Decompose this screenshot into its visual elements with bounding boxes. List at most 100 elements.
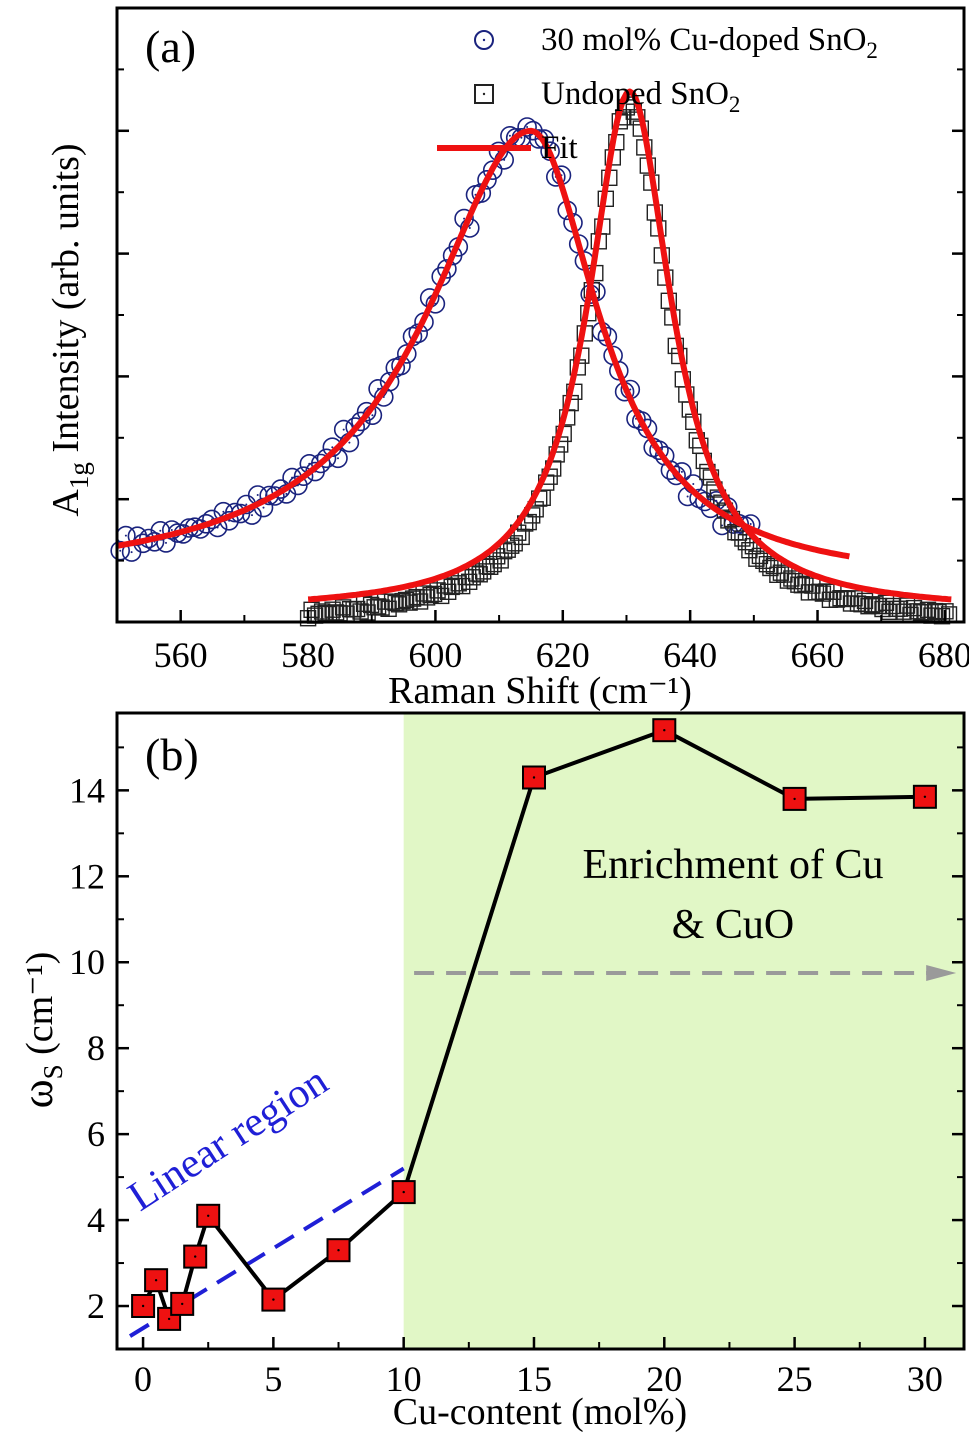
cu-doped-data-dot	[434, 302, 437, 305]
omega-s-data-dot	[167, 1317, 171, 1321]
panel-a-x-tick-label: 560	[154, 635, 208, 675]
panel-b-y-tick-label: 6	[87, 1114, 105, 1154]
panel-b-y-tick-label: 14	[69, 770, 105, 810]
panel-b-data-layer	[128, 718, 957, 1338]
panel-a-x-axis-label: Raman Shift (cm⁻¹)	[388, 670, 692, 712]
panel-a-x-tick-label: 680	[918, 635, 969, 675]
undoped-fit-line	[307, 88, 952, 603]
cu-doped-data-dot	[216, 526, 219, 529]
panel-b-x-tick-label: 10	[386, 1359, 422, 1399]
omega-s-data-dot	[793, 797, 796, 801]
panel-a-legend: 30 mol% Cu-doped SnO2 Undoped SnO2 Fit	[437, 22, 878, 166]
panel-b-y-tick-label: 4	[87, 1200, 105, 1240]
cu-doped-data-point	[517, 117, 537, 137]
cu-doped-data-point	[356, 401, 377, 422]
cu-doped-data-dot	[749, 523, 752, 525]
panel-b-y-tick-label: 8	[87, 1028, 105, 1068]
cu-doped-data-dot	[686, 495, 689, 498]
cu-doped-data-point	[437, 259, 457, 279]
cu-doped-data-dot	[629, 388, 632, 391]
cu-doped-data-dot	[342, 428, 345, 431]
cu-doped-data-dot	[337, 457, 339, 460]
panel-a-x-tick-label: 620	[536, 635, 590, 675]
panel-b-y-tick-label: 2	[87, 1286, 105, 1326]
cu-doped-data-dot	[503, 158, 506, 161]
threshold-arrow-head	[926, 964, 957, 981]
panel-a-x-tick-label: 580	[281, 635, 335, 675]
cu-doped-data-dot	[371, 414, 374, 417]
cu-doped-data-dot	[262, 506, 265, 509]
cu-doped-data-dot	[715, 499, 718, 502]
panel-a-x-tick-label: 640	[663, 635, 717, 675]
panel-b-y-tick-label: 12	[69, 856, 105, 896]
cu-doped-data-point	[265, 486, 285, 506]
panel-b-ticks: 0 5 10 15 20 25 30 2 4 6 8 10 12 14	[69, 746, 964, 1399]
cu-doped-data-dot	[348, 441, 351, 444]
cu-doped-data-point	[477, 170, 497, 190]
omega-s-data-dot	[181, 1302, 184, 1306]
omega-s-data-dot	[154, 1279, 158, 1282]
legend-circle-dot	[482, 38, 486, 42]
cu-doped-data-dot	[256, 494, 259, 496]
cu-doped-data-point	[316, 448, 337, 469]
cu-doped-data-point	[482, 160, 503, 180]
panel-b-x-tick-label: 0	[134, 1359, 152, 1399]
panel-a-y-axis-label: A1g Intensity (arb. units)	[45, 143, 94, 516]
cu-doped-data-point	[379, 371, 400, 392]
legend-square-dot	[482, 92, 486, 96]
cu-doped-data-dot	[463, 217, 466, 220]
cu-doped-data-dot	[245, 503, 248, 506]
omega-s-data-dot	[337, 1249, 340, 1252]
panel-b-frame	[115, 711, 966, 1351]
cu-doped-data-dot	[130, 551, 133, 554]
omega-s-data-dot	[402, 1190, 405, 1194]
panel-b: 0 5 10 15 20 25 30 2 4 6 8 10 12 14 (b) Enrichment of…	[13, 711, 966, 1433]
legend-circle-marker	[474, 30, 494, 50]
panel-b-x-axis-label: Cu-content (mol%)	[393, 1391, 687, 1433]
panel-a-x-tick-label: 600	[408, 635, 462, 675]
cu-doped-data-point	[528, 129, 549, 149]
panel-a: 560 580 600 620 640 660 680 (a) 30 mol% Cu-dop…	[45, 6, 969, 712]
omega-s-data-dot	[194, 1255, 197, 1258]
omega-s-data-dot	[272, 1298, 275, 1301]
cu-doped-data-dot	[331, 446, 334, 449]
legend-label-fit: Fit	[541, 130, 578, 166]
cu-doped-data-point	[345, 417, 366, 437]
cu-doped-data-point	[666, 465, 686, 486]
legend-square-marker	[474, 84, 494, 104]
panel-a-x-tick-label: 660	[791, 635, 845, 675]
cu-doped-data-point	[127, 526, 148, 547]
linear-region-annotation: Linear region	[120, 1058, 336, 1220]
cu-doped-data-dot	[222, 510, 225, 513]
cu-doped-fit-line	[116, 127, 850, 560]
legend-label-cu-doped: 30 mol% Cu-doped SnO2	[541, 22, 878, 63]
legend-entry-fit: Fit	[437, 130, 578, 166]
panel-a-data-layer	[110, 88, 958, 627]
panel-a-label: (a)	[145, 21, 196, 72]
omega-s-data-dot	[207, 1214, 210, 1218]
cu-doped-data-point	[631, 411, 652, 431]
panel-b-label: (b)	[145, 729, 199, 780]
cu-doped-data-dot	[285, 492, 288, 495]
cu-doped-data-point	[396, 344, 417, 364]
cu-doped-data-point	[351, 411, 371, 432]
panel-b-background-layer	[403, 713, 965, 1349]
legend-entry-undoped: Undoped SnO2	[474, 76, 740, 117]
cu-doped-data-dot	[251, 514, 253, 517]
panel-b-x-tick-label: 20	[646, 1359, 682, 1399]
cu-doped-data-dot	[520, 136, 523, 139]
cu-doped-data-dot	[165, 541, 167, 544]
cu-doped-data-dot	[692, 483, 695, 485]
cu-doped-data-dot	[526, 126, 529, 128]
cu-doped-data-dot	[680, 470, 683, 473]
enrichment-annotation-line2: & CuO	[672, 902, 795, 948]
omega-s-data-dot	[141, 1304, 145, 1308]
omega-s-data-dot	[532, 776, 536, 779]
enrichment-annotation-line1: Enrichment of Cu	[583, 842, 884, 888]
legend-label-undoped: Undoped SnO2	[541, 76, 740, 117]
cu-doped-data-dot	[296, 484, 299, 487]
omega-s-data-dot	[923, 795, 927, 798]
cu-doped-data-dot	[124, 534, 127, 537]
enrichment-shaded-region	[403, 713, 965, 1349]
